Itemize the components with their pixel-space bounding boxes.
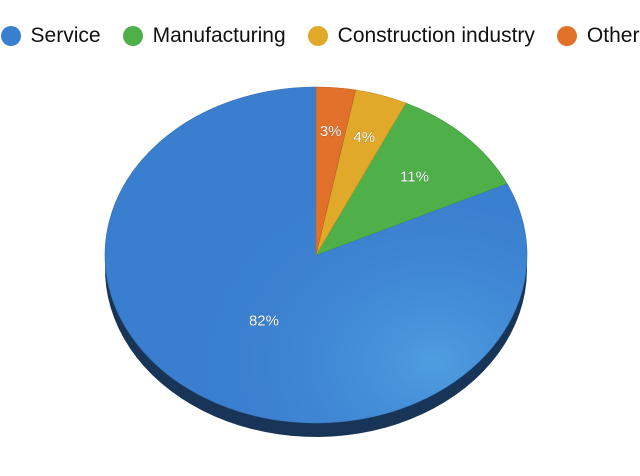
- legend-swatch: [307, 26, 328, 46]
- legend: Service Manufacturing Construction industr…: [0, 18, 640, 54]
- pie-slice-sheen: [105, 87, 528, 424]
- legend-label: Service: [30, 24, 101, 47]
- pie-slice-manufacturing: [315, 102, 508, 256]
- data-label-other: 3%: [320, 123, 342, 140]
- legend-label: Manufacturing: [152, 24, 286, 47]
- legend-item-other: Other: [556, 24, 640, 48]
- legend-label: Other: [586, 24, 640, 47]
- legend-item-manufacturing: Manufacturing: [122, 24, 286, 48]
- legend-item-service: Service: [0, 24, 101, 48]
- pie-slice-other: [315, 86, 356, 256]
- legend-item-construction-industry: Construction industry: [307, 24, 535, 48]
- legend-swatch: [122, 26, 143, 46]
- legend-swatch: [0, 26, 21, 46]
- data-label-construction-industry: 4%: [353, 129, 375, 146]
- legend-swatch: [556, 26, 577, 46]
- data-label-manufacturing: 11%: [400, 169, 429, 186]
- data-label-service: 82%: [249, 312, 279, 329]
- legend-label: Construction industry: [337, 24, 535, 47]
